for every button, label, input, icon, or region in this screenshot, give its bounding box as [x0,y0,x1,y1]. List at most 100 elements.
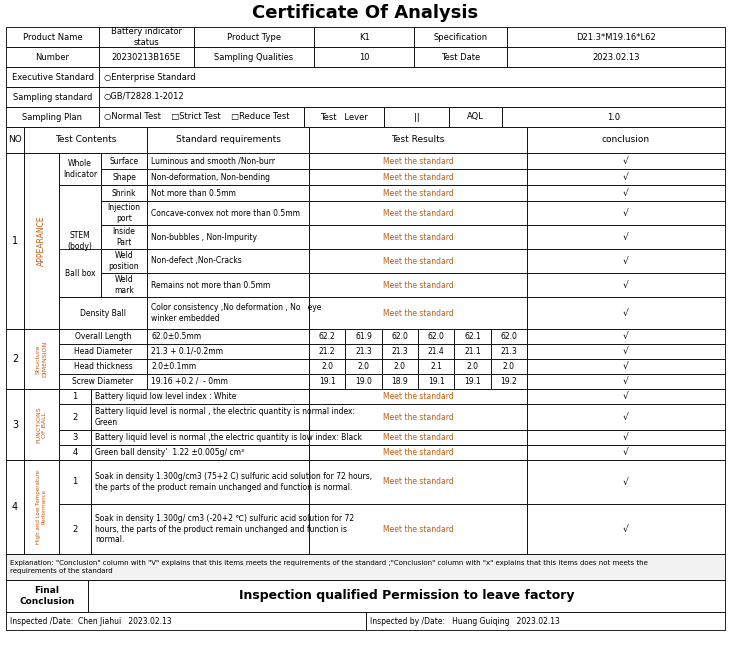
Bar [147,249,309,273]
Text: 61.9: 61.9 [355,332,372,341]
Bar [101,153,147,169]
Text: Soak in density 1.300g/ cm3 (-20+2 ℃) sulfuric acid solution for 72
hours, the p: Soak in density 1.300g/ cm3 (-20+2 ℃) su… [95,514,354,544]
Text: Whole
Indicator: Whole Indicator [63,160,97,179]
Bar [24,153,59,329]
Text: 10: 10 [359,53,369,61]
Text: 21.3: 21.3 [501,347,518,356]
Bar [491,344,527,359]
Text: Non-deformation, Non-bending: Non-deformation, Non-bending [151,172,270,182]
Bar [418,374,455,389]
Bar [507,47,725,67]
Text: Non-bubbles , Non-Impurity: Non-bubbles , Non-Impurity [151,233,257,241]
Text: 19.1: 19.1 [319,377,336,386]
Bar [527,504,725,554]
Bar [491,329,527,344]
Text: NO: NO [8,136,22,144]
Text: Weld
position: Weld position [109,251,140,271]
Bar [455,344,491,359]
Text: Battery liquid level is normal ,the electric quantity is low index: Black: Battery liquid level is normal ,the elec… [95,433,362,442]
Bar [99,87,725,107]
Text: Sampling Plan: Sampling Plan [23,112,83,122]
Bar [59,153,101,185]
Bar [88,580,725,612]
Bar [309,460,527,504]
Text: Meet the standard: Meet the standard [382,257,453,265]
Bar [527,374,725,389]
Text: 21.3 + 0.1/-0.2mm: 21.3 + 0.1/-0.2mm [151,347,223,356]
Bar [345,374,382,389]
Text: Meet the standard: Meet the standard [382,233,453,241]
Text: 19.1: 19.1 [428,377,444,386]
Text: Sampling standard: Sampling standard [13,92,92,102]
Text: AQL: AQL [467,112,484,122]
Bar [527,389,725,404]
Text: 62.0: 62.0 [391,332,409,341]
Bar [6,612,366,630]
Text: Density Ball: Density Ball [80,309,126,317]
Text: 3: 3 [12,420,18,430]
Bar [309,127,527,153]
Bar [309,297,527,329]
Text: Executive Standard: Executive Standard [12,72,94,82]
Text: Structure
DIMENSION: Structure DIMENSION [36,341,47,377]
Text: √: √ [623,156,629,166]
Bar [59,504,91,554]
Bar [527,344,725,359]
Bar [527,169,725,185]
Text: 2.1: 2.1 [431,362,442,371]
Bar [59,389,91,404]
Bar [309,430,527,445]
Text: Shape: Shape [112,172,136,182]
Bar [502,107,725,127]
Bar [24,389,59,460]
Text: 19.0: 19.0 [355,377,372,386]
Text: 1.0: 1.0 [607,112,620,122]
Text: Inside
Part: Inside Part [113,227,135,247]
Text: 2.0: 2.0 [357,362,369,371]
Text: Meet the standard: Meet the standard [382,172,453,182]
Text: Inspected by /Date:   Huang Guiqing   2023.02.13: Inspected by /Date: Huang Guiqing 2023.0… [369,616,559,626]
Bar [147,374,309,389]
Bar [194,27,314,47]
Bar [59,404,91,430]
Bar [309,249,527,273]
Bar [345,359,382,374]
Text: 19.2: 19.2 [501,377,518,386]
Text: 3: 3 [72,433,77,442]
Text: conclusion: conclusion [602,136,650,144]
Bar [147,169,309,185]
Text: Meet the standard: Meet the standard [382,392,453,401]
Text: Battery liquid low level index : White: Battery liquid low level index : White [95,392,236,401]
Text: Meet the standard: Meet the standard [382,525,453,533]
Text: Not more than 0.5mm: Not more than 0.5mm [151,188,236,198]
Text: Explanation: "Conclusion" column with "V" explains that this items meets the req: Explanation: "Conclusion" column with "V… [10,561,648,573]
Bar [455,329,491,344]
Bar [6,47,99,67]
Bar [449,107,502,127]
Text: Shrink: Shrink [112,188,136,198]
Text: 21.4: 21.4 [428,347,444,356]
Bar [345,344,382,359]
Text: √: √ [623,347,629,356]
Text: 19.1: 19.1 [464,377,481,386]
Bar [91,504,309,554]
Text: Standard requirements: Standard requirements [175,136,281,144]
Text: Concave-convex not more than 0.5mm: Concave-convex not more than 0.5mm [151,209,300,217]
Bar [91,460,309,504]
Text: √: √ [623,332,629,341]
Bar [527,153,725,169]
Text: Ball box: Ball box [65,269,95,277]
Bar [384,107,449,127]
Bar [527,249,725,273]
Bar [147,273,309,297]
Bar [59,249,101,297]
Bar [6,127,24,153]
Text: 21.3: 21.3 [355,347,372,356]
Bar [147,329,309,344]
Bar [101,273,147,297]
Text: Meet the standard: Meet the standard [382,281,453,289]
Text: Meet the standard: Meet the standard [382,412,453,422]
Bar [91,404,309,430]
Bar [91,445,309,460]
Text: Meet the standard: Meet the standard [382,448,453,457]
